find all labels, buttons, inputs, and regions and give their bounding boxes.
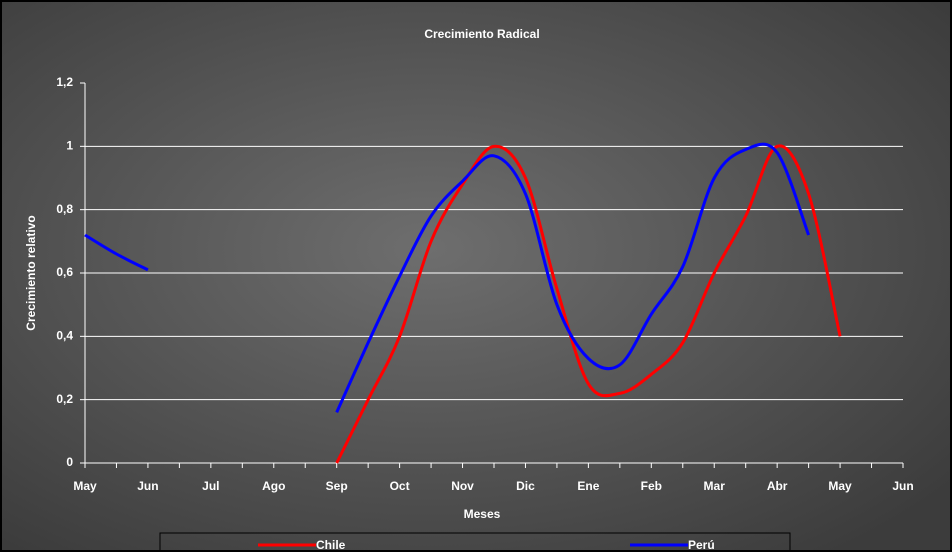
x-tick-label: Feb xyxy=(641,479,662,493)
y-tick-label: 1 xyxy=(66,139,73,153)
legend-box xyxy=(159,532,791,552)
y-tick-label: 0,2 xyxy=(56,392,73,406)
y-tick-label: 0,4 xyxy=(56,329,73,343)
line-series xyxy=(335,142,811,413)
y-tick-label: 1,2 xyxy=(56,75,73,89)
legend-label: Perú xyxy=(688,538,715,552)
x-tick-label: Sep xyxy=(326,479,348,493)
legend-label: Chile xyxy=(316,538,346,552)
y-tick-label: 0,8 xyxy=(56,202,73,216)
x-axis-label: Meses xyxy=(464,507,501,521)
x-tick-label: May xyxy=(73,479,97,493)
x-tick-label: May xyxy=(828,479,852,493)
y-tick-label: 0 xyxy=(66,455,73,469)
y-tick-label: 0,6 xyxy=(56,265,73,279)
x-tick-label: Oct xyxy=(390,479,410,493)
chart-title: Crecimiento Radical xyxy=(424,27,539,41)
x-tick-label: Jun xyxy=(137,479,158,493)
x-tick-label: Ago xyxy=(262,479,285,493)
x-tick-label: Jul xyxy=(202,479,219,493)
line-series xyxy=(84,233,149,272)
x-tick-label: Dic xyxy=(516,479,535,493)
x-tick-label: Mar xyxy=(704,479,726,493)
x-tick-label: Abr xyxy=(767,479,788,493)
x-tick-label: Nov xyxy=(451,479,474,493)
y-axis-label: Crecimiento relativo xyxy=(24,215,38,330)
x-tick-label: Jun xyxy=(892,479,913,493)
line-series xyxy=(335,144,842,464)
x-tick-label: Ene xyxy=(577,479,599,493)
